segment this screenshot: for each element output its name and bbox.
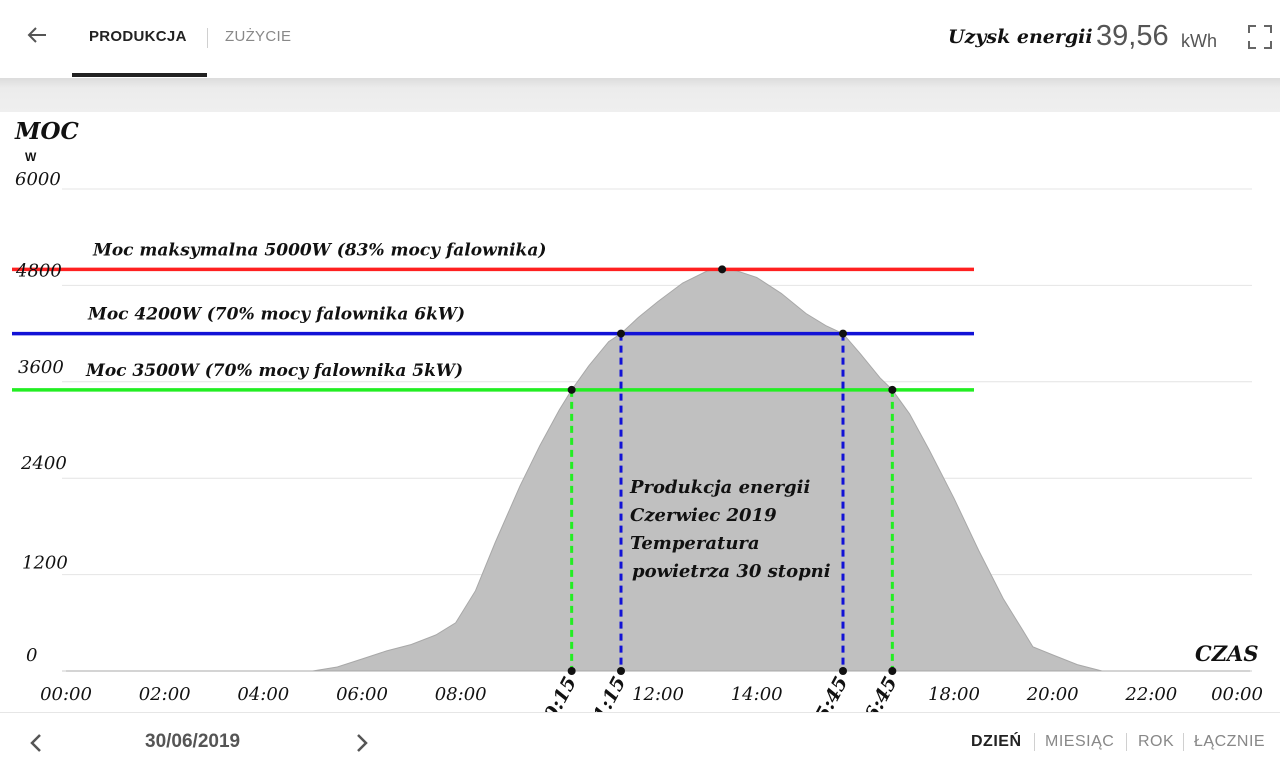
range-day[interactable]: DZIEŃ (971, 733, 1022, 750)
y-tick-label: 6000 (15, 169, 61, 190)
y-tick-label: 2400 (20, 453, 67, 474)
energy-yield-unit: kWh (1181, 31, 1217, 51)
prev-day-chevron-icon[interactable] (24, 731, 48, 755)
selected-date[interactable]: 30/06/2019 (145, 731, 241, 752)
top-bar: PRODUKCJA ZUŻYCIE Uzysk energii 39,56 kW… (0, 0, 1280, 78)
next-day-chevron-icon[interactable] (350, 731, 374, 755)
x-tick-label: 12:00 (632, 684, 684, 705)
time-marker-label: 11:15 (583, 673, 631, 712)
active-tab-indicator (72, 73, 207, 77)
time-marker-dot (888, 667, 897, 675)
header-shadow-band (0, 78, 1280, 112)
reference-line-label: Moc maksymalna 5000W (83% mocy falownika… (92, 240, 546, 260)
x-tick-label: 04:00 (237, 684, 289, 705)
time-marker-label: 16:45 (854, 673, 902, 712)
range-divider (1034, 733, 1035, 751)
annotation-line: Produkcja energii (629, 477, 810, 498)
production-area (66, 268, 1250, 672)
x-tick-label: 08:00 (435, 684, 487, 705)
x-tick-label: 18:00 (928, 684, 980, 705)
time-marker-dot (567, 667, 576, 675)
y-tick-label: 3600 (18, 357, 64, 378)
tab-divider (207, 28, 208, 48)
peak-dot (718, 265, 727, 274)
time-marker-dot (888, 385, 897, 394)
time-marker-dot (567, 385, 576, 394)
time-marker-label: 15:45 (805, 673, 853, 712)
x-tick-label: 02:00 (139, 684, 191, 705)
bottom-bar: 30/06/2019 DZIEŃ MIESIĄC ROK ŁĄCZNIE (0, 712, 1280, 760)
y-tick-label: 1200 (22, 553, 68, 574)
annotation-line: Temperatura (630, 533, 760, 554)
time-marker-dot (617, 329, 625, 338)
x-tick-label: 00:00 (1211, 684, 1263, 705)
reference-line-label: Moc 4200W (70% mocy falownika 6kW) (87, 305, 465, 325)
energy-yield-value: 39,56 (1096, 20, 1169, 52)
x-axis-title: CZAS (1195, 641, 1259, 666)
fullscreen-icon[interactable] (1245, 22, 1275, 52)
x-tick-label: 20:00 (1026, 684, 1079, 705)
chart-annotation: Produkcja energii Czerwiec 2019 Temperatur… (629, 477, 831, 582)
tab-produkcja[interactable]: PRODUKCJA (89, 28, 187, 45)
tab-zuzycie[interactable]: ZUŻYCIE (225, 28, 292, 45)
y-tick-label: 0 (26, 645, 37, 666)
reference-line-label: Moc 3500W (70% mocy falownika 5kW) (85, 361, 463, 381)
y-axis-unit: W (25, 150, 37, 164)
x-tick-label: 00:00 (40, 684, 92, 705)
back-arrow-icon[interactable] (22, 20, 52, 50)
power-chart: Moc maksymalna 5000W (83% mocy falownika… (12, 118, 1263, 712)
time-marker-label: 10:15 (534, 673, 582, 712)
time-marker-dot (839, 329, 847, 338)
x-tick-label: 22:00 (1124, 684, 1177, 705)
range-total[interactable]: ŁĄCZNIE (1194, 733, 1266, 750)
range-divider (1183, 733, 1184, 751)
x-tick-label: 06:00 (336, 684, 388, 705)
x-tick-label: 14:00 (731, 684, 783, 705)
range-year[interactable]: ROK (1138, 733, 1175, 750)
range-divider (1126, 733, 1127, 751)
time-marker-dot (839, 667, 847, 675)
energy-yield-label: Uzysk energii (948, 26, 1093, 48)
range-month[interactable]: MIESIĄC (1045, 733, 1115, 750)
y-tick-label: 4800 (15, 260, 62, 281)
y-axis-title: MOC (14, 118, 79, 145)
time-marker-dot (617, 667, 625, 675)
annotation-line: powietrza 30 stopni (632, 561, 831, 582)
annotation-line: Czerwiec 2019 (630, 505, 777, 526)
